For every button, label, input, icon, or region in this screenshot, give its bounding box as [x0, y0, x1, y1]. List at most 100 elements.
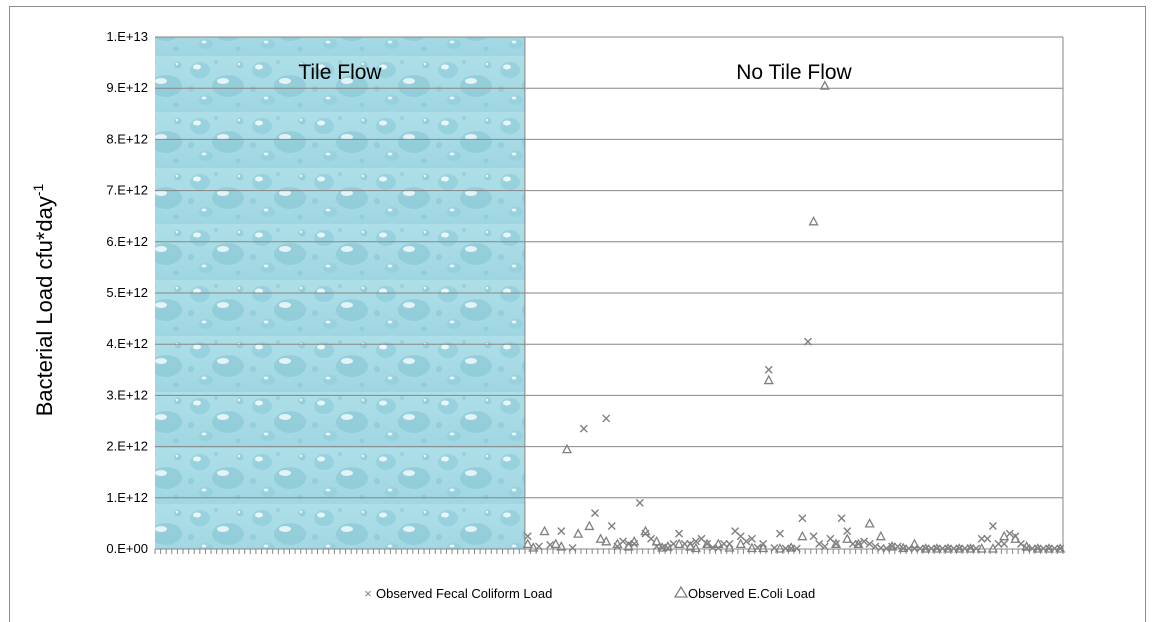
fecal-coliform-point	[686, 539, 695, 548]
fecal-coliform-point	[764, 365, 773, 374]
legend-fecal-coliform-label: Observed Fecal Coliform Load	[376, 586, 552, 601]
ecoli-point	[702, 538, 713, 549]
fecal-coliform-point	[854, 539, 863, 548]
fecal-coliform-point	[882, 544, 891, 553]
ecoli-point	[954, 543, 965, 553]
ecoli-point	[886, 541, 898, 551]
ecoli-point	[584, 520, 595, 531]
ecoli-point	[786, 542, 797, 552]
fecal-coliform-point	[837, 514, 846, 523]
legend: × Observed Fecal Coliform Load Observed …	[364, 585, 815, 601]
ecoli-point	[601, 535, 612, 546]
legend-fecal-coliform-marker: ×	[364, 586, 372, 601]
tile-flow-label: Tile Flow	[298, 61, 382, 84]
fecal-coliform-point	[972, 544, 981, 553]
fecal-coliform-point	[815, 539, 824, 548]
y-tick-label: 8.E+12	[106, 131, 148, 146]
fecal-coliform-point	[809, 532, 818, 541]
fecal-coliform-point	[860, 537, 869, 546]
fecal-coliform-point	[534, 542, 543, 551]
y-tick-label: 4.E+12	[106, 336, 148, 351]
ecoli-point	[735, 538, 746, 549]
fecal-coliform-point	[725, 539, 734, 548]
fecal-coliform-point	[546, 540, 555, 549]
ecoli-point	[774, 543, 786, 553]
fecal-coliform-point	[1005, 529, 1014, 538]
fecal-coliform-point	[747, 534, 756, 543]
ecoli-point	[690, 542, 701, 553]
chart-frame	[9, 6, 1146, 622]
ecoli-point	[1055, 543, 1066, 553]
ecoli-point	[746, 542, 758, 553]
gridlines	[155, 36, 1064, 549]
ecoli-point	[539, 525, 550, 536]
fecal-coliform-point	[568, 543, 577, 552]
fecal-coliform-point	[579, 424, 588, 433]
fecal-coliform-point	[798, 514, 807, 523]
y-axis-label-superscript: -1	[30, 183, 46, 196]
fecal-coliform-point	[691, 537, 700, 546]
fecal-coliform-point	[647, 534, 656, 543]
ecoli-point	[920, 543, 931, 553]
ecoli-point	[758, 542, 769, 553]
ecoli-point	[999, 530, 1010, 541]
fecal-coliform-point	[590, 509, 599, 518]
fecal-coliform-point	[557, 527, 566, 536]
y-tick-label: 9.E+12	[106, 80, 148, 95]
fecal-coliform-point	[803, 337, 812, 346]
y-tick-label: 1.E+13	[106, 29, 148, 44]
fecal-coliform-point	[1011, 532, 1020, 541]
ecoli-point	[556, 541, 567, 551]
fecal-coliform-point	[714, 543, 723, 552]
legend-ecoli-marker	[673, 585, 689, 598]
fecal-coliform-point	[663, 543, 672, 552]
ecoli-point	[797, 530, 808, 541]
fecal-coliform-point	[703, 539, 712, 548]
fecal-coliform-point	[1000, 539, 1009, 548]
y-axis-label: Bacterial Load cfu*day-1	[30, 183, 57, 416]
ecoli-point	[1043, 543, 1055, 553]
y-tick-label: 3.E+12	[106, 387, 148, 402]
ecoli-point	[943, 543, 954, 553]
fecal-coliform-point	[630, 539, 639, 548]
fecal-coliform-point	[607, 521, 616, 530]
ecoli-point	[573, 528, 584, 538]
legend-ecoli-label: Observed E.Coli Load	[688, 586, 815, 601]
ecoli-point	[830, 538, 842, 549]
fecal-coliform-point	[843, 527, 852, 536]
fecal-coliform-point	[820, 542, 829, 551]
fecal-coliform-point	[1016, 539, 1025, 548]
ecoli-point	[898, 542, 909, 553]
fecal-coliform-point	[635, 498, 644, 507]
fecal-coliform-point	[675, 529, 684, 538]
ecoli-point	[819, 80, 830, 90]
fecal-coliform-point	[871, 542, 880, 551]
fecal-coliform-point	[669, 539, 678, 548]
ecoli-point	[561, 443, 573, 454]
ecoli-point	[651, 535, 662, 546]
fecal-coliform-point	[988, 521, 997, 530]
ecoli-point	[965, 543, 976, 553]
fecal-coliform-point	[893, 542, 902, 551]
fecal-coliform-point	[619, 537, 628, 546]
ecoli-point	[595, 533, 606, 543]
fecal-coliform-point	[742, 537, 751, 546]
fecal-coliform-point	[775, 529, 784, 538]
fecal-coliform-point	[753, 543, 762, 552]
ecoli-point	[909, 538, 920, 549]
fecal-coliform-point	[1056, 544, 1065, 553]
ecoli-point	[528, 542, 539, 552]
ecoli-point	[550, 538, 561, 549]
y-tick-label: 7.E+12	[106, 183, 148, 198]
fecal-coliform-point	[865, 539, 874, 548]
ecoli-point	[875, 530, 886, 541]
ecoli-point	[976, 543, 987, 553]
y-tick-label: 0.E+00	[106, 541, 148, 556]
ecoli-point	[673, 538, 685, 549]
ecoli-point	[842, 533, 853, 543]
data-marks	[522, 80, 1066, 553]
fecal-coliform-point	[770, 543, 779, 552]
ecoli-point	[763, 374, 774, 385]
ecoli-point	[808, 215, 819, 226]
